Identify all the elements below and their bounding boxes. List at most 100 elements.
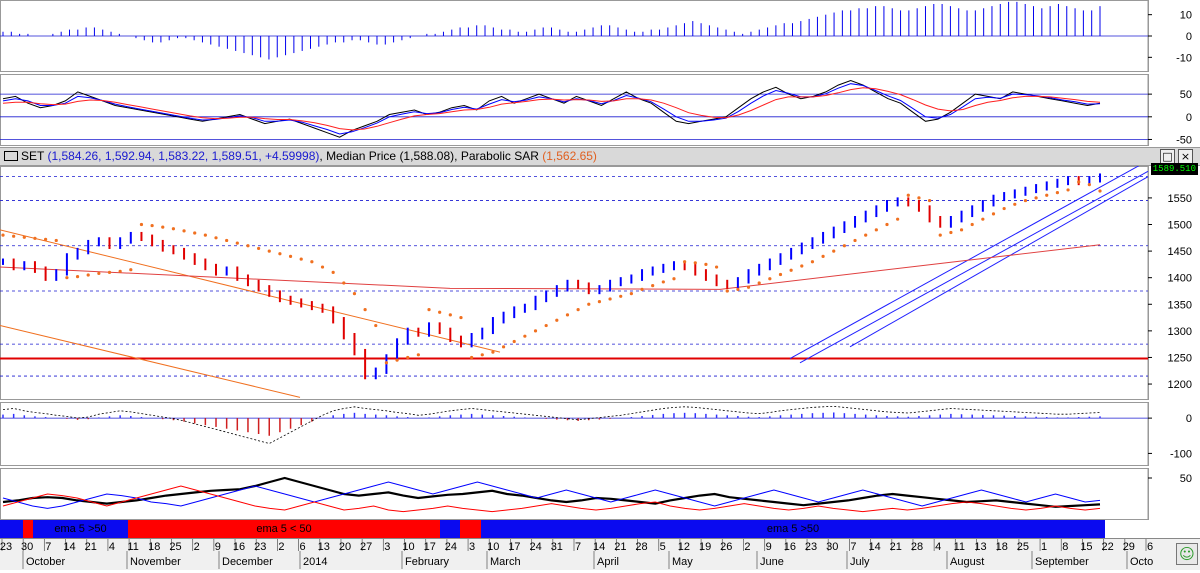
sar-dot: [320, 265, 325, 269]
sar-dot: [619, 294, 623, 298]
day-label: 4: [935, 541, 941, 553]
sar-dot: [544, 323, 548, 328]
sar-dot: [257, 246, 261, 251]
sar-dot: [54, 238, 58, 243]
day-label: 27: [360, 541, 372, 553]
sar-dot: [448, 313, 452, 317]
sar-dot: [736, 287, 740, 291]
day-label: 26: [720, 541, 732, 553]
sar-dot: [864, 233, 868, 237]
sar-dot: [310, 260, 314, 264]
sar-dot: [714, 265, 719, 269]
indicator-line: [2, 481, 1101, 509]
month-label: July: [850, 556, 870, 568]
day-label: 13: [318, 541, 330, 553]
sar-dot: [959, 228, 964, 232]
date-axis-svg: 23 30 7 14 21 4 11 18 25 2 9 16 23 2 6 13 20 27 3 10 17 24 3 10…: [0, 539, 1153, 569]
moving-average-line: [0, 244, 1101, 290]
sar-dot: [842, 244, 846, 248]
day-label: 21: [85, 541, 97, 553]
day-label: 14: [63, 541, 75, 553]
downtrend-line: [0, 229, 501, 353]
sar-label: Parabolic SAR: [460, 149, 539, 163]
month-label: Octo: [1130, 556, 1153, 568]
ema-band-segment: [440, 520, 460, 538]
plot-frame: [0, 402, 1149, 466]
sar-dot: [246, 244, 250, 248]
day-label: 16: [233, 541, 245, 553]
day-label: 16: [784, 541, 796, 553]
sar-dot: [1055, 190, 1059, 195]
y-tick-label: 1500: [1168, 220, 1192, 232]
day-label: 24: [445, 541, 457, 553]
sar-dot: [693, 261, 697, 265]
day-label: 6: [1147, 541, 1153, 553]
sar-dot: [150, 223, 154, 228]
sar-dot: [331, 270, 335, 274]
sar-dot: [587, 302, 591, 306]
signal-line: [2, 405, 1101, 444]
median-label: Median Price: [326, 149, 397, 163]
sar-dot: [917, 196, 921, 200]
sar-dot: [491, 350, 495, 354]
sar-value: (1,562.65): [542, 149, 597, 163]
day-label: 30: [826, 541, 838, 553]
sar-dot: [406, 355, 410, 360]
sar-dot: [1045, 193, 1049, 197]
day-label: 11: [127, 541, 138, 553]
day-label: 12: [678, 541, 690, 553]
day-label: 11: [954, 541, 965, 553]
sar-dot: [523, 334, 527, 338]
sar-dot: [789, 268, 793, 272]
sar-dot: [1023, 198, 1028, 203]
maximize-icon[interactable]: □: [1160, 149, 1175, 164]
plot-frame: [0, 166, 1149, 400]
sar-dot: [704, 262, 708, 266]
day-label: 25: [169, 541, 181, 553]
sar-dot: [778, 272, 783, 277]
day-label: 7: [45, 541, 51, 553]
sar-dot: [65, 276, 69, 280]
sar-dot: [374, 323, 378, 328]
month-label: June: [760, 556, 784, 568]
sar-dot: [97, 271, 101, 276]
plot-frame: [0, 74, 1149, 146]
smiley-icon[interactable]: ☺: [1176, 543, 1198, 565]
ohlc-readout: (1,584.26, 1,592.94, 1,583.22, 1,589.51,…: [47, 149, 320, 163]
day-label: 17: [508, 541, 520, 553]
month-label: March: [490, 556, 521, 568]
close-icon[interactable]: ×: [1178, 149, 1193, 164]
sar-dot: [118, 269, 122, 273]
y-tick-label: -100: [1170, 448, 1192, 460]
y-tick-label: 0: [1186, 31, 1192, 43]
oscillator-pane-top: 10 0 -10: [0, 0, 1192, 72]
sar-dot: [597, 300, 602, 304]
sar-dot: [533, 329, 538, 333]
sar-dot: [363, 307, 367, 312]
symbol-label: SET: [21, 149, 45, 163]
sar-dot: [214, 236, 218, 240]
day-label: 8: [1062, 541, 1068, 553]
sar-dot: [672, 277, 676, 281]
day-label: 2: [194, 541, 200, 553]
y-tick-label: 1550: [1168, 193, 1192, 205]
sar-dot: [949, 230, 953, 235]
sar-dot: [86, 273, 90, 277]
day-label: 23: [805, 541, 817, 553]
sar-dot: [906, 193, 910, 197]
sar-dot: [981, 217, 985, 221]
day-label: 24: [530, 541, 542, 553]
sar-dot: [800, 264, 804, 268]
ema-band-segment: ema 5 >50: [33, 520, 128, 538]
y-tick-label: 1200: [1168, 379, 1192, 391]
sar-dot: [565, 313, 570, 317]
ema-band-segment: [460, 520, 481, 538]
sar-dot: [1098, 189, 1102, 193]
sar-dot: [991, 212, 996, 216]
oscillator-pane-middle: 0 -100: [0, 402, 1192, 466]
sar-dot: [225, 238, 229, 243]
day-label: 20: [339, 541, 351, 553]
month-label: February: [405, 556, 450, 568]
sar-dot: [107, 270, 112, 274]
